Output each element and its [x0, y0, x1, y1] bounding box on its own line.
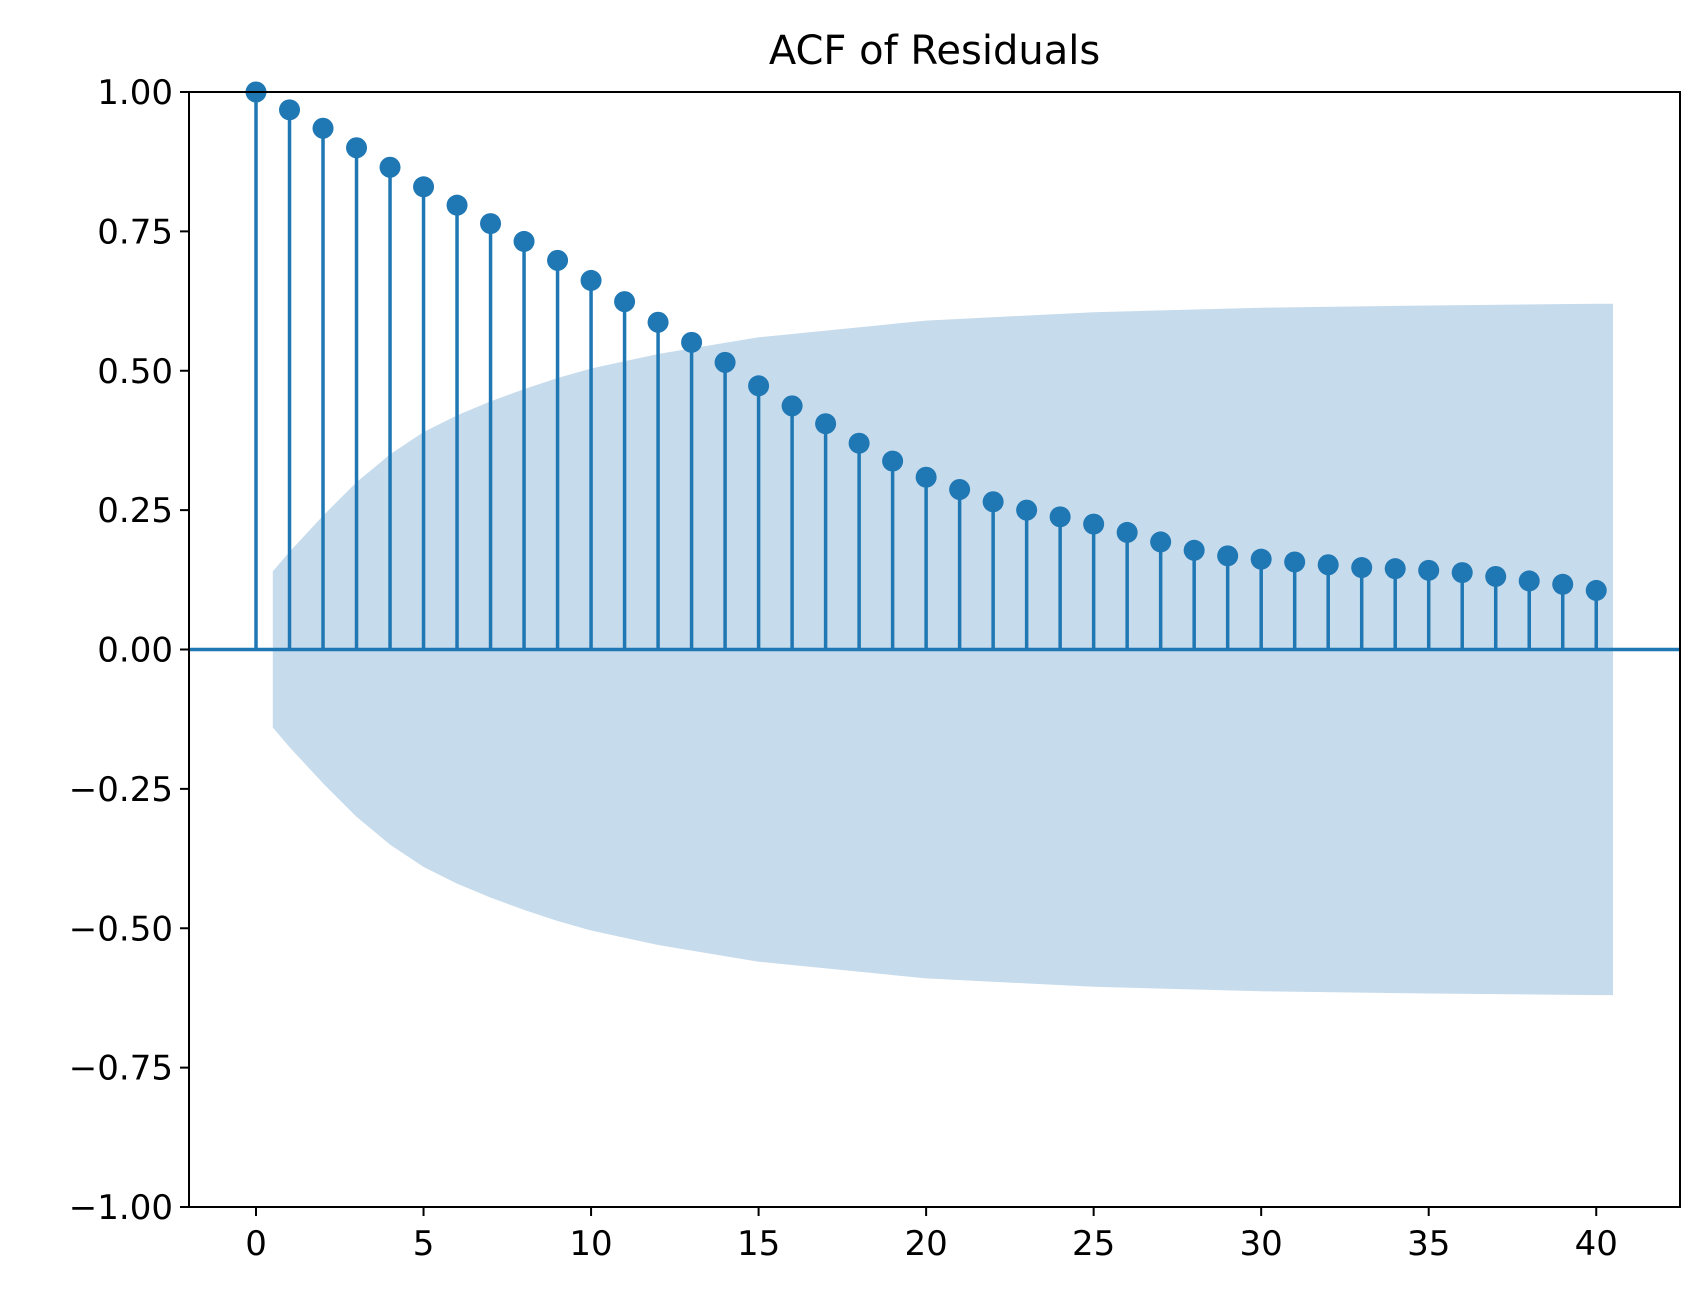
stem-marker [413, 176, 435, 198]
x-tick-label: 15 [737, 1224, 780, 1264]
stem-marker [1585, 579, 1607, 601]
stem-marker [513, 230, 535, 252]
x-tick-label: 35 [1407, 1224, 1450, 1264]
stem-marker [480, 213, 502, 235]
stem-marker [1150, 531, 1172, 553]
stem-marker [1183, 539, 1205, 561]
stem-marker [781, 395, 803, 417]
stem-marker [1116, 521, 1138, 543]
stem-marker [1317, 554, 1339, 576]
stem-marker [848, 432, 870, 454]
stem-marker [714, 351, 736, 373]
stem-layer [189, 81, 1680, 652]
stem-marker [1451, 562, 1473, 584]
y-tick-label: −0.75 [69, 1049, 173, 1089]
y-tick-label: 0.75 [97, 212, 173, 252]
stem-marker [1250, 548, 1272, 570]
stem-marker [949, 478, 971, 500]
stem-marker [1083, 513, 1105, 535]
stem-marker [1016, 499, 1038, 521]
stem-marker [1485, 565, 1507, 587]
y-tick-label: 1.00 [97, 73, 173, 113]
chart-title: ACF of Residuals [769, 28, 1100, 74]
x-tick-label: 0 [245, 1224, 267, 1264]
stem-marker [1049, 506, 1071, 528]
x-tick-label: 20 [904, 1224, 947, 1264]
y-tick-label: −1.00 [69, 1188, 173, 1228]
stem-marker [346, 137, 368, 159]
x-tick-label: 30 [1240, 1224, 1283, 1264]
stem-marker [1351, 557, 1373, 579]
stem-marker [748, 375, 770, 397]
stem-marker [1217, 545, 1239, 567]
stem-marker [547, 249, 569, 271]
stem-marker [279, 99, 301, 121]
stem-marker [1284, 551, 1306, 573]
stem-marker [882, 450, 904, 472]
stem-marker [1552, 573, 1574, 595]
y-tick-label: −0.25 [69, 770, 173, 810]
axis-layer: 0 5 10 15 20 25 30 35 40 −1.00 −0.75 −0.50 −0.25 0.00… [69, 73, 1681, 1264]
stem-marker [446, 194, 468, 216]
stem-marker [580, 269, 602, 291]
stem-marker [1418, 559, 1440, 581]
x-tick-label: 25 [1072, 1224, 1115, 1264]
y-tick-label: 0.25 [97, 491, 173, 531]
y-tick-label: 0.00 [97, 631, 173, 671]
stem-marker [614, 291, 636, 313]
x-tick-label: 5 [413, 1224, 435, 1264]
x-tick-label: 10 [569, 1224, 612, 1264]
stem-marker [1518, 570, 1540, 592]
stem-marker [815, 413, 837, 435]
stem-marker [647, 311, 669, 333]
stem-marker [379, 156, 401, 178]
y-tick-label: 0.50 [97, 352, 173, 392]
stem-marker [312, 117, 334, 139]
stem-marker [1384, 558, 1406, 580]
x-tick-label: 40 [1575, 1224, 1618, 1264]
stem-marker [915, 466, 937, 488]
y-tick-label: −0.50 [69, 909, 173, 949]
stem-marker [982, 491, 1004, 513]
stem-marker [681, 331, 703, 353]
